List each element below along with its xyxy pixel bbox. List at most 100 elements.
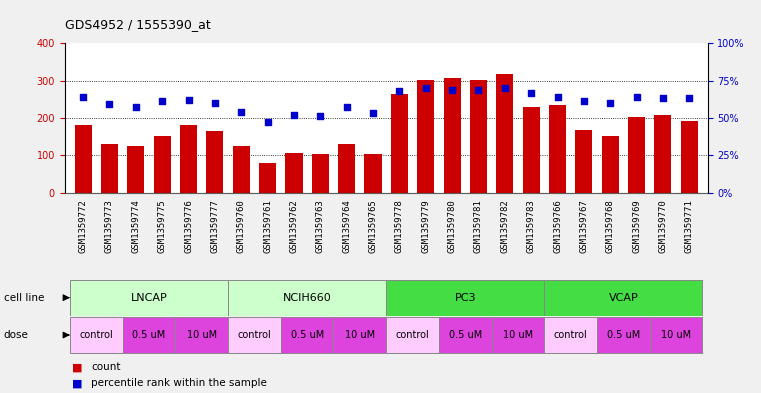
- Bar: [123, 317, 175, 353]
- Bar: [470, 80, 487, 193]
- Text: GSM1359773: GSM1359773: [105, 200, 114, 253]
- Text: GSM1359775: GSM1359775: [158, 200, 167, 253]
- Bar: [523, 107, 540, 193]
- Point: [183, 97, 195, 103]
- Point: [578, 98, 590, 105]
- Bar: [544, 280, 702, 316]
- Bar: [444, 77, 460, 193]
- Text: dose: dose: [4, 330, 29, 340]
- Bar: [259, 163, 276, 193]
- Bar: [228, 317, 281, 353]
- Text: GDS4952 / 1555390_at: GDS4952 / 1555390_at: [65, 18, 211, 31]
- Bar: [386, 317, 439, 353]
- Text: 0.5 uM: 0.5 uM: [449, 330, 482, 340]
- Text: control: control: [237, 330, 272, 340]
- Text: GSM1359769: GSM1359769: [632, 200, 641, 253]
- Text: GSM1359761: GSM1359761: [263, 200, 272, 253]
- Text: cell line: cell line: [4, 293, 44, 303]
- Text: GSM1359762: GSM1359762: [289, 200, 298, 253]
- Bar: [417, 80, 435, 193]
- Point: [314, 113, 326, 119]
- Text: 10 uM: 10 uM: [186, 330, 217, 340]
- Text: GSM1359779: GSM1359779: [422, 200, 430, 253]
- Bar: [575, 130, 592, 193]
- Point: [446, 86, 458, 93]
- Bar: [597, 317, 650, 353]
- Text: GSM1359764: GSM1359764: [342, 200, 351, 253]
- Text: percentile rank within the sample: percentile rank within the sample: [91, 378, 267, 388]
- Point: [683, 95, 696, 102]
- Text: GSM1359771: GSM1359771: [685, 200, 694, 253]
- Text: 10 uM: 10 uM: [661, 330, 691, 340]
- Bar: [365, 154, 381, 193]
- Point: [341, 104, 353, 110]
- Bar: [391, 94, 408, 193]
- Text: LNCAP: LNCAP: [131, 293, 167, 303]
- Text: GSM1359781: GSM1359781: [474, 200, 483, 253]
- Bar: [281, 317, 333, 353]
- Text: ■: ■: [72, 378, 83, 388]
- Bar: [70, 317, 123, 353]
- Point: [103, 101, 116, 108]
- Text: ■: ■: [72, 362, 83, 373]
- Bar: [233, 145, 250, 193]
- Text: GSM1359782: GSM1359782: [500, 200, 509, 253]
- Bar: [492, 317, 544, 353]
- Bar: [285, 153, 303, 193]
- Point: [525, 89, 537, 95]
- Point: [630, 94, 642, 100]
- Text: GSM1359763: GSM1359763: [316, 200, 325, 253]
- Text: GSM1359777: GSM1359777: [210, 200, 219, 253]
- Bar: [333, 317, 386, 353]
- Bar: [127, 145, 145, 193]
- Point: [393, 88, 406, 94]
- Text: GSM1359765: GSM1359765: [368, 200, 377, 253]
- Bar: [628, 117, 645, 193]
- Text: GSM1359766: GSM1359766: [553, 200, 562, 253]
- Bar: [338, 144, 355, 193]
- Bar: [206, 131, 224, 193]
- Text: GSM1359776: GSM1359776: [184, 200, 193, 253]
- Point: [419, 85, 431, 91]
- Point: [156, 98, 168, 105]
- Point: [552, 94, 564, 100]
- Text: GSM1359760: GSM1359760: [237, 200, 246, 253]
- Text: 0.5 uM: 0.5 uM: [291, 330, 323, 340]
- Bar: [228, 280, 386, 316]
- Point: [235, 109, 247, 115]
- Point: [473, 86, 485, 93]
- Text: VCAP: VCAP: [609, 293, 638, 303]
- Text: 10 uM: 10 uM: [503, 330, 533, 340]
- Text: 0.5 uM: 0.5 uM: [132, 330, 166, 340]
- Point: [367, 110, 379, 117]
- Text: count: count: [91, 362, 121, 373]
- Text: control: control: [554, 330, 587, 340]
- Text: GSM1359783: GSM1359783: [527, 200, 536, 253]
- Bar: [312, 154, 329, 193]
- Bar: [70, 280, 228, 316]
- Text: 10 uM: 10 uM: [345, 330, 375, 340]
- Bar: [496, 74, 514, 193]
- Bar: [650, 317, 702, 353]
- Bar: [681, 121, 698, 193]
- Text: GSM1359774: GSM1359774: [132, 200, 140, 253]
- Text: GSM1359780: GSM1359780: [447, 200, 457, 253]
- Point: [657, 95, 669, 102]
- Bar: [439, 317, 492, 353]
- Text: control: control: [396, 330, 429, 340]
- Point: [604, 100, 616, 106]
- Bar: [654, 115, 671, 193]
- Text: PC3: PC3: [454, 293, 476, 303]
- Text: 0.5 uM: 0.5 uM: [607, 330, 640, 340]
- Bar: [602, 136, 619, 193]
- Point: [498, 85, 511, 91]
- Bar: [386, 280, 544, 316]
- Text: GSM1359770: GSM1359770: [658, 200, 667, 253]
- Point: [130, 104, 142, 110]
- Text: NCIH660: NCIH660: [283, 293, 332, 303]
- Text: GSM1359772: GSM1359772: [78, 200, 88, 253]
- Bar: [180, 125, 197, 193]
- Point: [77, 94, 89, 100]
- Point: [209, 100, 221, 106]
- Bar: [75, 125, 91, 193]
